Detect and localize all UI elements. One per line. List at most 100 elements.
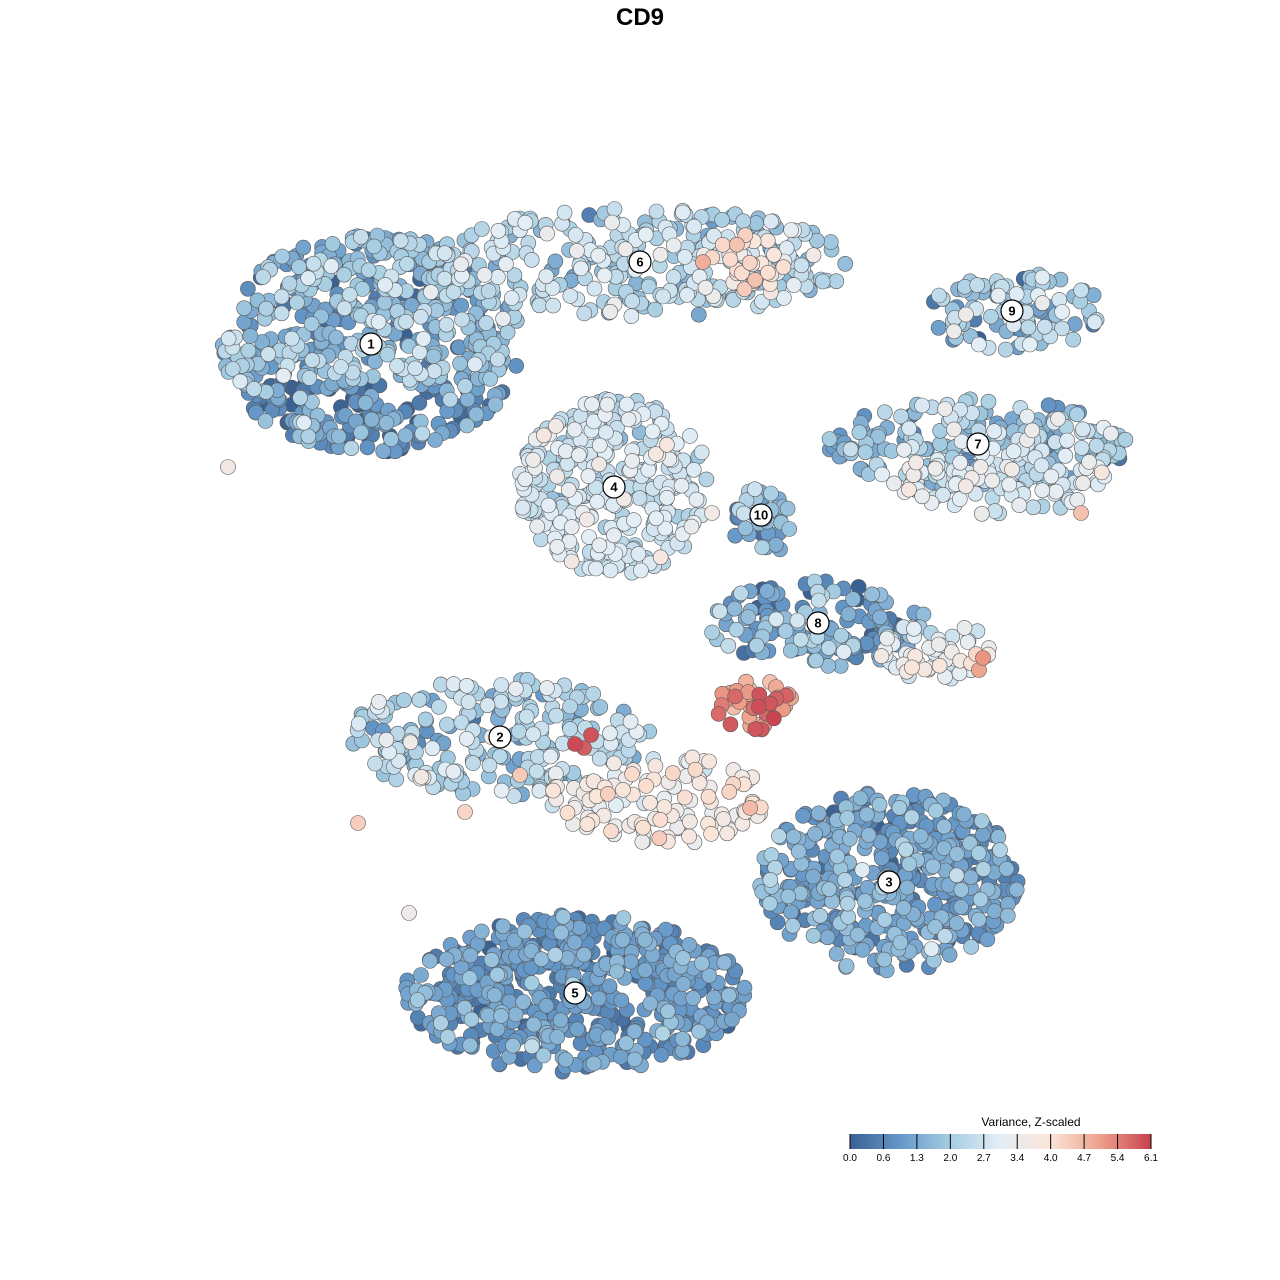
data-point — [353, 424, 369, 441]
data-point — [1075, 421, 1091, 438]
data-point — [857, 444, 874, 461]
colorbar-tick-label: 5.4 — [1111, 1153, 1125, 1164]
data-point — [402, 734, 419, 751]
data-point — [624, 453, 641, 469]
data-point — [514, 499, 531, 516]
data-point — [493, 677, 510, 693]
data-point — [585, 1055, 602, 1072]
data-point — [506, 267, 523, 284]
data-point — [579, 816, 596, 833]
data-point — [631, 490, 648, 506]
data-point — [462, 1037, 478, 1054]
data-point — [648, 203, 665, 220]
data-point — [606, 755, 622, 772]
data-point — [700, 788, 717, 805]
data-point — [538, 268, 555, 285]
data-point — [839, 895, 856, 912]
cluster-label-7: 7 — [966, 432, 990, 456]
data-point — [876, 951, 893, 968]
data-point — [523, 975, 540, 991]
data-point — [559, 804, 576, 821]
data-point — [987, 503, 1003, 519]
data-point — [785, 828, 802, 845]
data-point — [722, 251, 739, 268]
data-point — [957, 478, 974, 495]
data-point — [490, 223, 507, 239]
data-point — [495, 310, 511, 327]
data-point — [975, 650, 991, 666]
data-point — [524, 1038, 540, 1055]
data-point — [588, 560, 604, 577]
data-point — [296, 414, 312, 431]
data-point — [768, 611, 785, 628]
data-point — [839, 810, 856, 826]
data-point — [859, 806, 875, 823]
data-point — [562, 721, 578, 737]
data-point — [1005, 443, 1022, 460]
data-point — [1073, 505, 1089, 521]
data-point — [701, 967, 718, 984]
data-point — [698, 471, 715, 488]
data-point — [808, 652, 824, 669]
data-point — [260, 346, 277, 363]
data-point — [1117, 431, 1134, 448]
data-point — [958, 306, 974, 323]
data-point — [548, 418, 564, 434]
data-point — [681, 936, 698, 953]
data-point — [1034, 295, 1051, 311]
data-point — [413, 769, 430, 785]
data-point — [618, 396, 635, 413]
data-point — [1022, 336, 1038, 353]
data-point — [220, 330, 237, 347]
data-point — [704, 624, 720, 641]
data-point — [805, 247, 822, 263]
data-point — [452, 355, 468, 372]
data-point — [528, 763, 545, 780]
data-point — [1059, 432, 1075, 449]
data-point — [462, 947, 479, 964]
data-point — [901, 420, 918, 437]
cluster-label-3: 3 — [877, 870, 901, 894]
data-point — [923, 941, 940, 957]
data-point — [620, 411, 637, 428]
data-point — [930, 319, 947, 336]
data-point — [665, 237, 682, 254]
data-point — [724, 1011, 740, 1028]
data-point — [461, 970, 478, 986]
data-point — [647, 758, 664, 774]
data-point — [768, 536, 784, 553]
data-point — [563, 519, 580, 535]
data-point — [596, 267, 613, 284]
data-point — [1004, 461, 1020, 478]
data-point — [431, 699, 447, 715]
data-point — [614, 932, 631, 948]
data-point — [508, 680, 524, 697]
data-point — [873, 850, 890, 867]
data-point — [886, 475, 902, 492]
data-point — [951, 491, 968, 507]
data-point — [874, 466, 890, 483]
data-point — [840, 909, 857, 925]
data-point — [468, 406, 485, 423]
data-point — [953, 882, 970, 898]
data-point — [562, 698, 578, 715]
data-point — [872, 609, 888, 626]
data-point — [600, 1029, 616, 1046]
data-point — [685, 990, 702, 1006]
data-point — [618, 1035, 635, 1051]
data-point — [963, 939, 979, 955]
data-point — [979, 931, 996, 948]
colorbar-legend: Variance, Z-scaled 0.0 0.6 1.3 2.0 2.7 3.4 4.0… — [843, 1115, 1158, 1164]
data-point — [837, 872, 853, 888]
data-point — [729, 236, 745, 253]
data-point — [625, 512, 642, 528]
data-point — [737, 520, 754, 537]
data-point — [771, 828, 787, 844]
data-point — [1088, 437, 1105, 454]
data-point — [1075, 475, 1091, 491]
data-point — [655, 288, 671, 305]
data-point — [525, 726, 542, 743]
data-point — [336, 300, 353, 317]
data-point — [962, 869, 979, 886]
data-point — [576, 305, 593, 322]
